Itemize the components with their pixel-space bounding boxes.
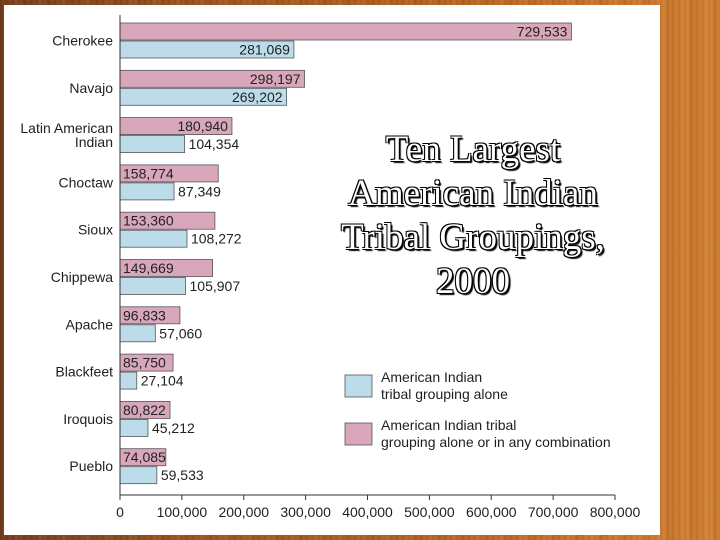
- value-label-alone: 269,202: [232, 89, 283, 105]
- chart-panel: 729,533 281,069 Cherokee 298,197 269,202 Nava…: [4, 5, 660, 535]
- category-label: Pueblo: [69, 458, 113, 474]
- bar-chart: 729,533 281,069 Cherokee 298,197 269,202 Nava…: [20, 15, 641, 520]
- value-label-combination: 80,822: [123, 402, 166, 418]
- category-label: Choctaw: [59, 174, 114, 190]
- bar-alone: [119, 135, 185, 154]
- bar-alone: [119, 277, 186, 295]
- category-label: Iroquois: [63, 411, 113, 427]
- value-label-combination: 180,940: [177, 118, 228, 134]
- x-tick-label: 0: [116, 504, 124, 520]
- category-label: Apache: [66, 316, 114, 332]
- value-label-alone: 105,907: [190, 278, 241, 294]
- value-label-combination: 74,085: [123, 449, 166, 465]
- category-label: Blackfeet: [55, 364, 113, 380]
- value-label-combination: 96,833: [123, 307, 166, 323]
- legend-text-alone: tribal grouping alone: [381, 386, 508, 402]
- value-label-alone: 104,354: [189, 136, 240, 152]
- value-label-combination: 153,360: [123, 213, 174, 229]
- category-label: Indian: [75, 134, 113, 150]
- value-label-combination: 298,197: [250, 71, 301, 87]
- bar-alone: [119, 229, 188, 248]
- x-tick-label: 400,000: [342, 504, 393, 520]
- x-tick-label: 200,000: [218, 504, 269, 520]
- value-label-combination: 149,669: [123, 260, 174, 276]
- category-label: Chippewa: [51, 269, 113, 285]
- bar-combination: [119, 22, 572, 41]
- legend-swatch-alone: [344, 374, 373, 398]
- value-label-combination: 85,750: [123, 355, 166, 371]
- category-label: Cherokee: [52, 33, 113, 49]
- x-tick-label: 600,000: [466, 504, 517, 520]
- bar-alone: [119, 418, 149, 437]
- bar-alone: [119, 324, 156, 343]
- value-label-alone: 57,060: [159, 325, 202, 341]
- value-label-alone: 108,272: [191, 231, 242, 247]
- value-label-combination: 158,774: [123, 165, 174, 181]
- bar-alone: [119, 182, 175, 201]
- value-label-alone: 281,069: [239, 42, 290, 58]
- value-label-combination: 729,533: [517, 24, 568, 40]
- category-label: Latin American: [20, 120, 113, 136]
- legend-text-combination: American Indian tribal: [381, 417, 516, 433]
- x-tick-label: 500,000: [404, 504, 455, 520]
- legend-swatch-combination: [344, 422, 373, 446]
- category-label: Navajo: [69, 80, 113, 96]
- x-tick-label: 700,000: [528, 504, 579, 520]
- legend-text-alone: American Indian: [381, 369, 482, 385]
- x-tick-label: 800,000: [590, 504, 641, 520]
- x-tick-label: 300,000: [280, 504, 331, 520]
- value-label-alone: 59,533: [161, 467, 204, 483]
- legend-text-combination: grouping alone or in any combination: [381, 434, 611, 450]
- bar-alone: [119, 371, 138, 390]
- value-label-alone: 45,212: [152, 420, 195, 436]
- bar-alone: [119, 466, 158, 485]
- category-label: Sioux: [78, 222, 113, 238]
- value-label-alone: 27,104: [141, 373, 184, 389]
- value-label-alone: 87,349: [178, 183, 221, 199]
- x-tick-label: 100,000: [157, 504, 208, 520]
